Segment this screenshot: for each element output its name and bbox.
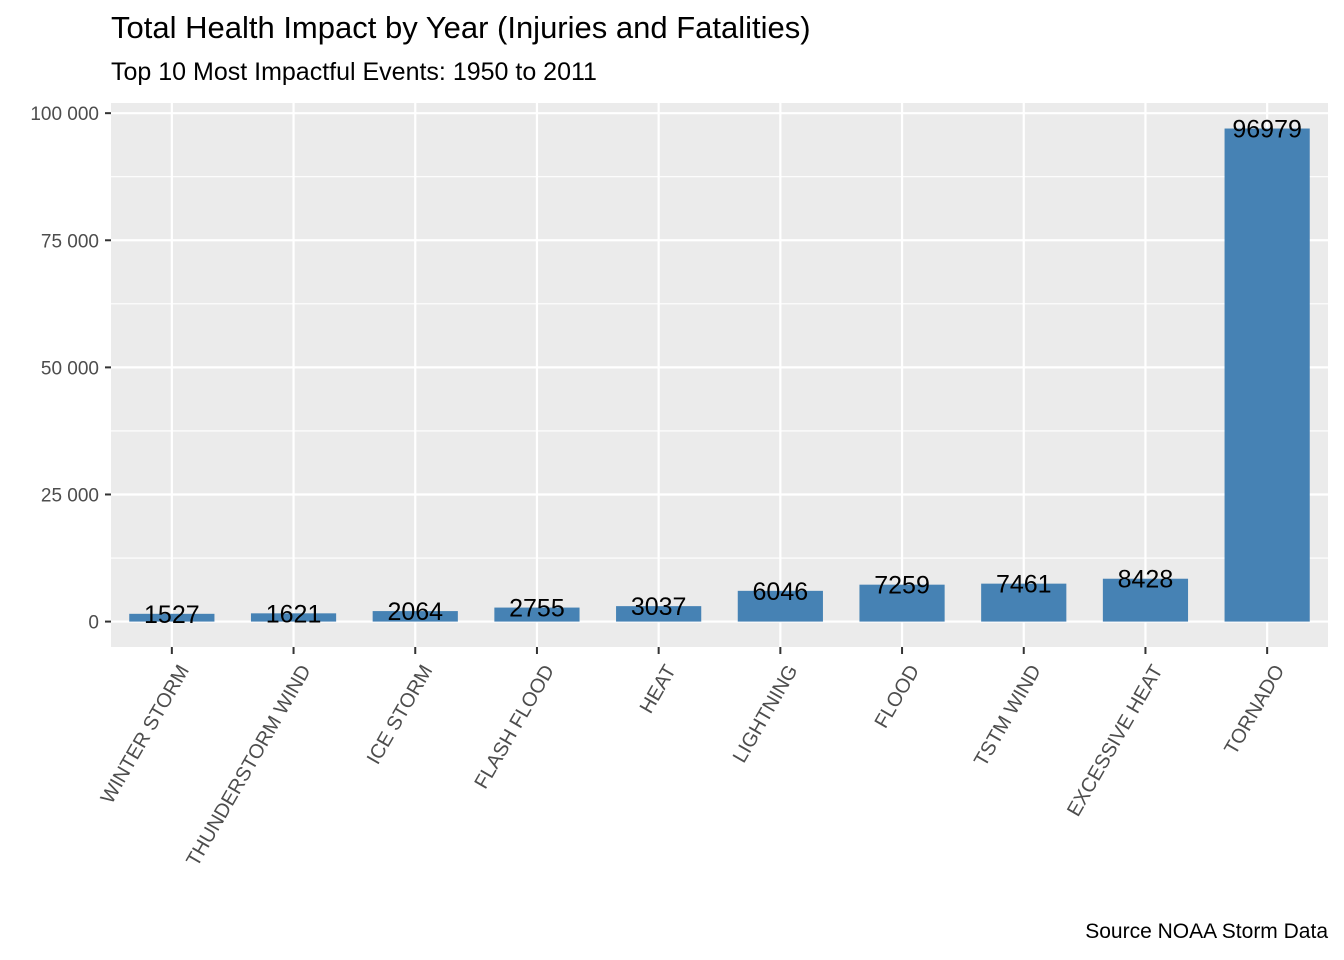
data-label: 2755 [509, 595, 565, 623]
y-tick-label: 75 000 [41, 231, 99, 252]
data-label: 7259 [874, 572, 930, 600]
data-label: 7461 [996, 571, 1052, 599]
bar [737, 590, 823, 622]
x-tick-label: THUNDERSTORM WIND [182, 661, 315, 870]
x-tick-label: WINTER STORM [97, 661, 194, 807]
x-tick-label: ICE STORM [363, 661, 437, 768]
plot-panel [111, 103, 1328, 647]
bar [616, 606, 702, 622]
bar [250, 613, 337, 622]
data-label: 3037 [631, 593, 687, 621]
bar [1102, 578, 1189, 622]
bar [129, 613, 215, 622]
bar [372, 611, 458, 622]
x-tick-label: HEAT [636, 661, 681, 717]
data-label: 8428 [1118, 566, 1174, 594]
data-label: 6046 [753, 578, 809, 606]
bar [494, 607, 580, 622]
x-tick-label: FLOOD [871, 661, 925, 732]
bar [981, 583, 1067, 622]
bar [1224, 128, 1310, 622]
data-label: 96979 [1232, 116, 1302, 144]
chart-subtitle: Top 10 Most Impactful Events: 1950 to 20… [111, 58, 597, 86]
x-tick-label: LIGHTNING [729, 661, 803, 766]
x-tick-label: TORNADO [1220, 661, 1289, 758]
y-tick-label: 50 000 [41, 358, 99, 379]
bar [859, 584, 945, 622]
y-tick-label: 0 [88, 613, 99, 634]
x-tick-label: TSTM WIND [970, 661, 1046, 770]
data-label: 1527 [144, 601, 200, 629]
data-label: 2064 [387, 598, 443, 626]
x-tick-label: EXCESSIVE HEAT [1063, 661, 1167, 820]
data-label: 1621 [266, 600, 322, 628]
y-tick-label: 100 000 [30, 104, 99, 125]
chart-title: Total Health Impact by Year (Injuries an… [111, 10, 811, 45]
y-tick-label: 25 000 [41, 485, 99, 506]
chart-caption: Source NOAA Storm Data [1085, 920, 1328, 943]
x-tick-label: FLASH FLOOD [471, 661, 560, 792]
